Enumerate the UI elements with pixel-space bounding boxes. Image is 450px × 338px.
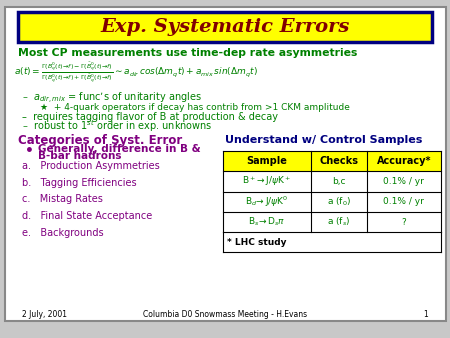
Text: * LHC study: * LHC study <box>227 238 287 247</box>
Text: d.   Final State Acceptance: d. Final State Acceptance <box>22 211 153 221</box>
Text: e.   Backgrounds: e. Backgrounds <box>22 228 104 238</box>
Text: Generally, difference in B &: Generally, difference in B & <box>38 144 201 154</box>
Text: Exp. Systematic Errors: Exp. Systematic Errors <box>100 18 350 36</box>
FancyBboxPatch shape <box>18 12 432 42</box>
Text: b.   Tagging Efficiencies: b. Tagging Efficiencies <box>22 177 137 188</box>
Text: $a(t) = \frac{\Gamma(B_q^0(t)\!\to\! f)-\Gamma(\bar{B}_q^0(t)\!\to\! f)}{\Gamma(: $a(t) = \frac{\Gamma(B_q^0(t)\!\to\! f)-… <box>14 60 257 85</box>
Text: a (f$_0$): a (f$_0$) <box>327 196 351 208</box>
Text: Most CP measurements use time-dep rate asymmetries: Most CP measurements use time-dep rate a… <box>18 48 357 58</box>
Text: a.   Production Asymmetries: a. Production Asymmetries <box>22 161 160 171</box>
Text: –  $a_{dir,mix}$ = func’s of unitarity angles: – $a_{dir,mix}$ = func’s of unitarity an… <box>22 91 202 105</box>
FancyBboxPatch shape <box>4 7 446 321</box>
Text: 0.1% / yr: 0.1% / yr <box>383 197 424 206</box>
Text: 0.1% / yr: 0.1% / yr <box>383 177 424 186</box>
Text: ?: ? <box>401 218 406 226</box>
Text: Columbia D0 Snowmass Meeting - H.Evans: Columbia D0 Snowmass Meeting - H.Evans <box>143 310 307 319</box>
Text: 2 July, 2001: 2 July, 2001 <box>22 310 68 319</box>
Text: b,c: b,c <box>332 177 346 186</box>
Text: 1: 1 <box>423 310 427 319</box>
Text: Sample: Sample <box>246 156 287 166</box>
Bar <box>223 151 441 171</box>
Text: Understand w/ Control Samples: Understand w/ Control Samples <box>225 135 423 145</box>
Text: ★  + 4-quark operators if decay has contrib from >1 CKM amplitude: ★ + 4-quark operators if decay has contr… <box>40 103 351 112</box>
Text: B$_s$$\!\to$D$_s\pi$: B$_s$$\!\to$D$_s\pi$ <box>248 216 285 228</box>
Text: Accuracy*: Accuracy* <box>377 156 431 166</box>
Text: c.   Mistag Rates: c. Mistag Rates <box>22 194 104 204</box>
Text: –  robust to 1$^{st}$ order in exp. unknowns: – robust to 1$^{st}$ order in exp. unkno… <box>22 118 213 134</box>
Text: –  requires tagging flavor of B at production & decay: – requires tagging flavor of B at produc… <box>22 112 279 122</box>
Text: Categories of Syst. Error: Categories of Syst. Error <box>18 134 182 147</box>
Bar <box>223 151 441 252</box>
Text: Checks: Checks <box>319 156 358 166</box>
Text: •: • <box>25 144 34 158</box>
Text: B$^+$$\!\to$J/$\psi$K$^+$: B$^+$$\!\to$J/$\psi$K$^+$ <box>242 175 291 188</box>
Text: a (f$_s$): a (f$_s$) <box>327 216 351 228</box>
Text: B-bar hadrons: B-bar hadrons <box>38 151 122 161</box>
Text: B$_d$$\!\to$J/$\psi$K$^0$: B$_d$$\!\to$J/$\psi$K$^0$ <box>245 195 288 209</box>
